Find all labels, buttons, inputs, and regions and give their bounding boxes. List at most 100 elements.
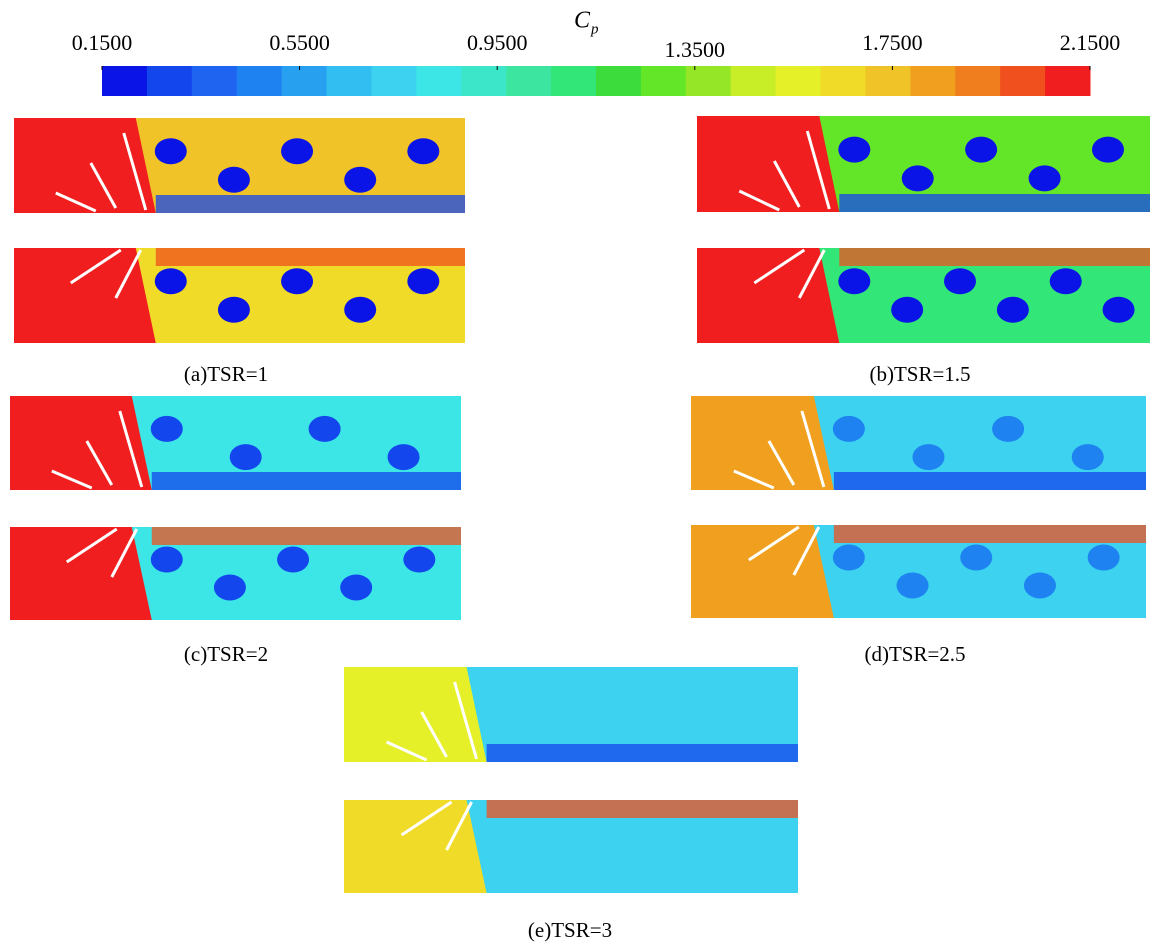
vortex [340, 574, 373, 601]
colorbar-segment [685, 66, 732, 96]
wake-edge [155, 248, 465, 266]
wake-edge [151, 527, 461, 545]
panel-caption: (d)TSR=2.5 [864, 642, 965, 666]
vortex [838, 268, 871, 295]
vortex [832, 544, 865, 571]
colorbar-segment [371, 66, 417, 96]
wake-edge [151, 472, 461, 490]
vortex [996, 296, 1029, 323]
vortex [838, 136, 871, 163]
colorbar-tick-label: 1.3500 [665, 37, 726, 62]
blade [110, 528, 139, 578]
colorbar: 0.1500 0.5500 0.9500 1.3500 1.7500 2.1500 [72, 30, 1120, 96]
vortex [901, 165, 934, 192]
wake-edge [839, 194, 1150, 212]
wake-region [819, 116, 1150, 212]
vortex [960, 544, 993, 571]
colorbar-segment [820, 66, 866, 96]
colorbar-segment [281, 66, 328, 96]
wake-region [131, 527, 461, 620]
colorbar-tick-label: 0.9500 [467, 30, 528, 55]
colorbar-segment [146, 66, 193, 96]
blade [445, 801, 473, 851]
blade [65, 527, 118, 564]
blade [753, 248, 806, 285]
vortex [344, 296, 377, 323]
panel-caption: (c)TSR=2 [184, 642, 268, 666]
colorbar-segment [1000, 66, 1046, 96]
vortex [965, 136, 998, 163]
colorbar-segment [102, 66, 148, 96]
colorbar-segment [730, 66, 777, 96]
blade [114, 249, 143, 299]
panel-caption: (a)TSR=1 [184, 362, 268, 386]
colorbar-segment [775, 66, 822, 96]
vortex [154, 138, 187, 165]
vortex [1023, 572, 1056, 599]
vortex [912, 444, 945, 471]
colorbar-segment [191, 66, 238, 96]
vortex [1071, 444, 1104, 471]
blade [385, 740, 428, 762]
colorbar-segment [461, 66, 507, 96]
vortex [150, 415, 183, 442]
colorbar-segment [865, 66, 911, 96]
blade [69, 248, 122, 285]
blade [772, 160, 801, 208]
blade [453, 681, 479, 760]
vortex [896, 572, 929, 599]
vortex [403, 546, 436, 573]
vortex [1087, 544, 1120, 571]
blade [118, 410, 144, 488]
blade [400, 800, 453, 837]
blade [800, 410, 826, 488]
wake-region [813, 396, 1146, 490]
wake-edge [833, 525, 1146, 543]
wake-edge [486, 800, 798, 818]
blade [792, 526, 821, 576]
colorbar-segment [640, 66, 687, 96]
blade [55, 191, 97, 213]
panel-caption: (e)TSR=3 [528, 918, 612, 942]
vortex [154, 268, 187, 295]
vortex [407, 268, 440, 295]
wake-edge [155, 195, 465, 213]
colorbar-title: C [574, 8, 591, 34]
colorbar-title-subscript: p [590, 21, 599, 37]
blade [89, 162, 118, 209]
blade [51, 469, 93, 490]
colorbar-segment [1045, 66, 1091, 96]
colorbar-segment [236, 66, 283, 96]
vortex [944, 268, 977, 295]
colorbar-segment [910, 66, 956, 96]
colorbar-segment [506, 66, 552, 96]
wake-edge [486, 744, 798, 762]
vortex [150, 546, 183, 573]
vortex [1102, 296, 1135, 323]
colorbar-segment [955, 66, 1001, 96]
vortex [1091, 136, 1124, 163]
vortex [1049, 268, 1082, 295]
vortex [992, 415, 1025, 442]
blade [805, 130, 831, 210]
blade [797, 249, 826, 299]
contour-panels [10, 116, 1150, 893]
blade [748, 525, 800, 562]
vortex [281, 138, 314, 165]
wake-edge [839, 248, 1150, 266]
colorbar-tick-label: 0.1500 [72, 30, 133, 55]
wake-region [135, 248, 465, 343]
colorbar-segment [596, 66, 642, 96]
vortex [407, 138, 440, 165]
wake-region [813, 525, 1146, 618]
vortex [213, 574, 246, 601]
blade [420, 711, 448, 758]
wake-region [466, 667, 798, 762]
vortex [217, 166, 250, 193]
colorbar-tick-label: 0.5500 [269, 30, 330, 55]
vortex [344, 166, 377, 193]
blade [85, 440, 114, 486]
vortex [229, 444, 262, 471]
wake-region [466, 800, 798, 893]
